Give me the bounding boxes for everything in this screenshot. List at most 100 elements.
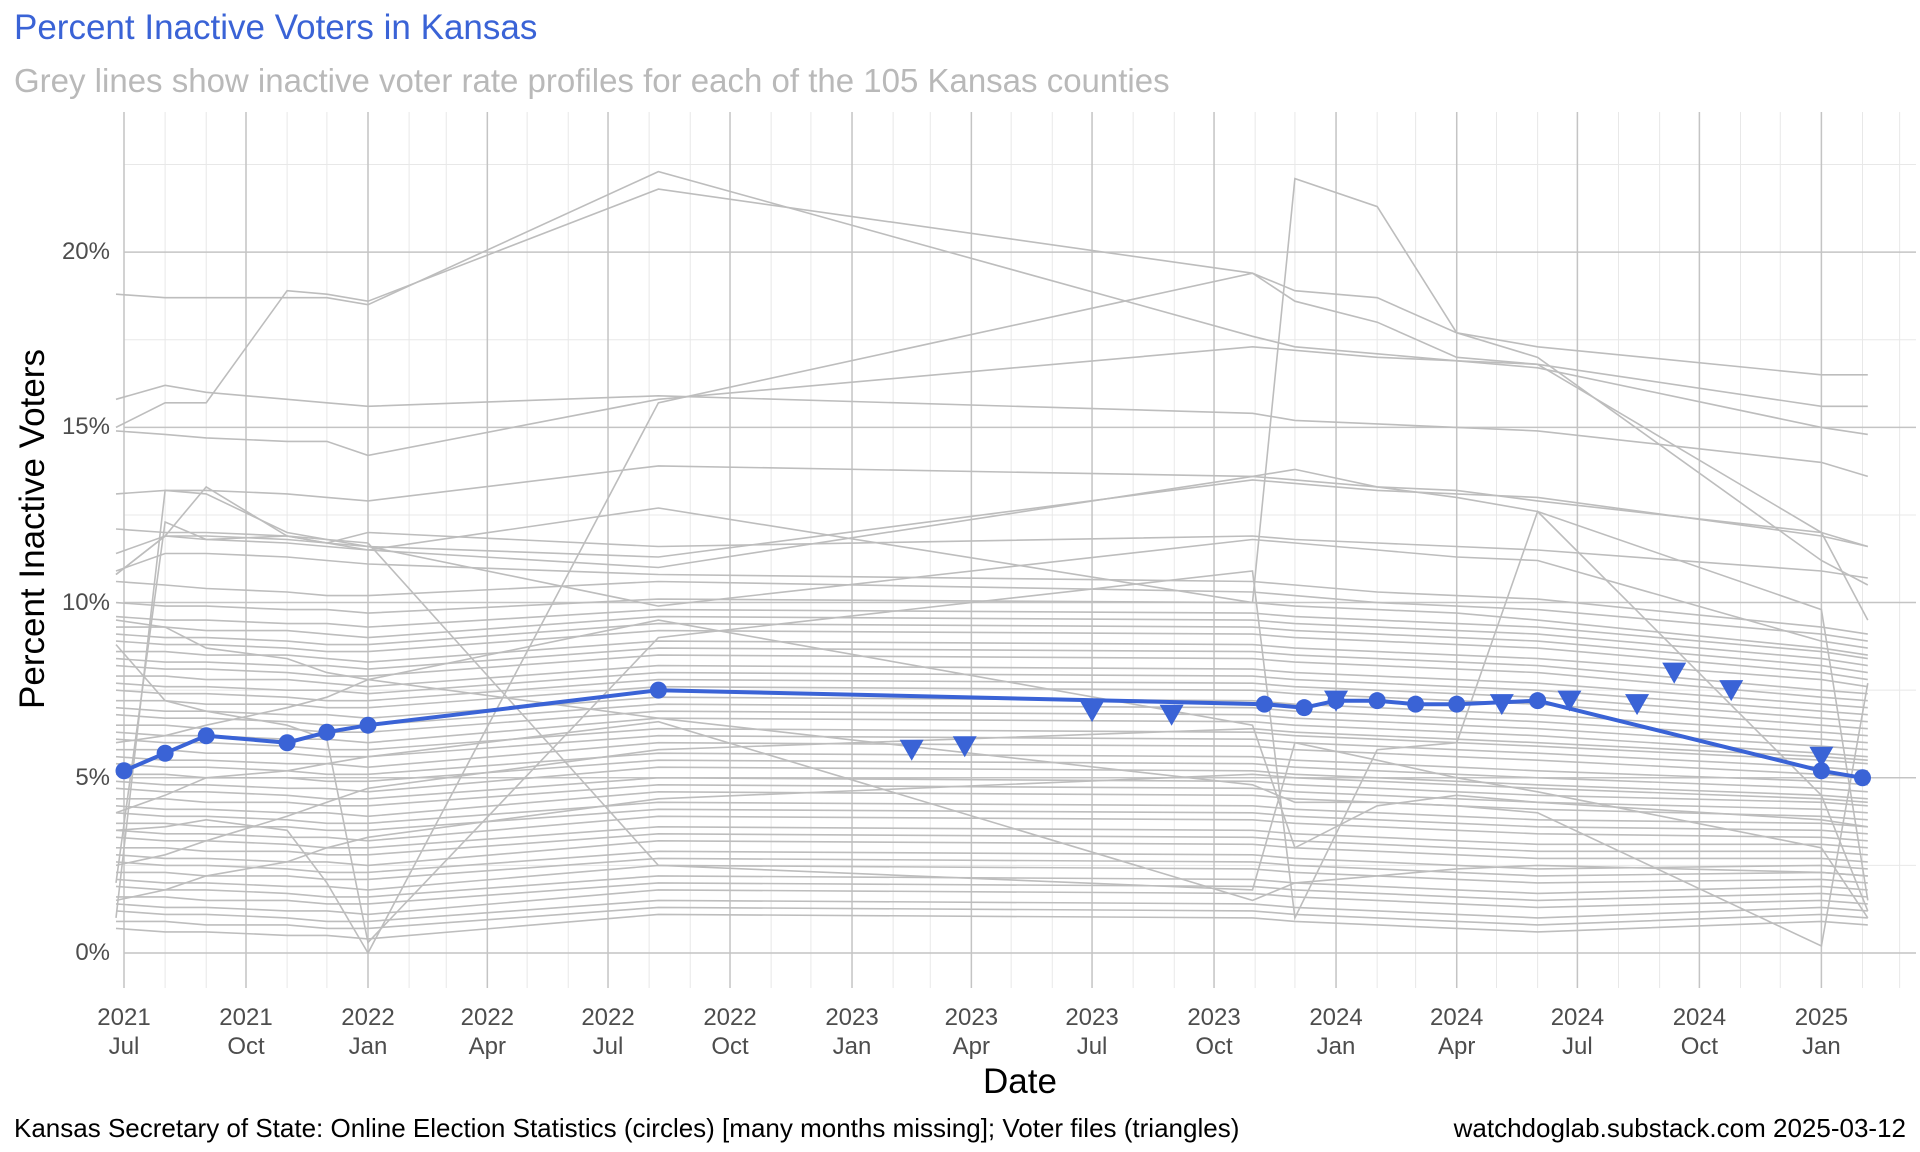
county-line <box>115 850 1868 874</box>
county-line <box>115 752 1868 786</box>
statistics-circle <box>197 727 215 745</box>
county-line <box>115 552 1868 635</box>
x-axis-label: Date <box>983 1062 1057 1101</box>
statistics-circle <box>1295 699 1313 717</box>
county-line <box>115 790 1868 821</box>
x-tick-label: 2022 Jan <box>308 1003 428 1061</box>
county-line <box>115 647 1868 695</box>
voter-file-triangle <box>1809 746 1834 768</box>
county-line <box>115 619 1868 849</box>
x-tick-year: 2024 <box>1550 1004 1605 1031</box>
x-tick-label: 2022 Apr <box>427 1003 547 1061</box>
statistics-circle <box>359 716 377 734</box>
voter-file-triangle <box>1557 690 1582 712</box>
chart-title: Percent Inactive Voters in Kansas <box>14 8 538 47</box>
x-tick-month: Oct <box>711 1033 749 1060</box>
county-line <box>116 685 1868 730</box>
county-line <box>115 479 1868 558</box>
county-line <box>115 188 1868 429</box>
county-line <box>115 773 1868 902</box>
x-tick-month: Oct <box>227 1033 265 1060</box>
x-tick-label: 2021 Jul <box>64 1003 184 1061</box>
county-line <box>115 913 1868 940</box>
county-line <box>115 608 1868 660</box>
x-tick-year: 2022 <box>460 1004 515 1031</box>
x-tick-label: 2023 Apr <box>911 1003 1031 1061</box>
county-line <box>115 622 1868 674</box>
x-tick-year: 2023 <box>944 1004 999 1031</box>
statistics-circle <box>318 723 336 741</box>
chart-subtitle: Grey lines show inactive voter rate prof… <box>14 62 1170 99</box>
county-profile-lines <box>115 170 1869 955</box>
county-line <box>116 882 1868 905</box>
x-tick-month: Apr <box>1438 1033 1476 1060</box>
x-tick-year: 2023 <box>1065 1004 1119 1031</box>
attribution-caption: watchdoglab.substack.com 2025-03-12 <box>1453 1113 1906 1143</box>
county-line <box>115 629 1868 681</box>
county-line <box>116 906 1868 930</box>
voter-file-triangle <box>1159 704 1184 726</box>
county-line <box>115 671 1868 716</box>
county-line <box>116 640 1868 688</box>
x-tick-label: 2025 Jan <box>1761 1003 1881 1061</box>
x-tick-label: 2022 Jul <box>548 1003 668 1061</box>
x-tick-year: 2023 <box>825 1004 879 1031</box>
voter-file-triangle <box>1080 701 1105 723</box>
statistics-circle <box>1854 769 1871 787</box>
county-line <box>115 485 1868 649</box>
statistics-circle <box>1812 762 1830 780</box>
county-line <box>115 170 1868 436</box>
x-tick-label: 2021 Oct <box>186 1003 306 1061</box>
state-line <box>123 688 1863 780</box>
x-tick-label: 2024 Jul <box>1517 1003 1637 1061</box>
x-tick-year: 2024 <box>1672 1004 1727 1031</box>
x-tick-year: 2023 <box>1187 1004 1241 1031</box>
x-tick-month: Apr <box>952 1033 991 1060</box>
county-line <box>115 468 1869 901</box>
statistics-circle <box>1255 695 1273 713</box>
y-axis-label: Percent Inactive Voters <box>13 349 52 709</box>
county-line <box>115 465 1869 548</box>
x-tick-year: 2022 <box>341 1004 395 1031</box>
x-tick-month: Jan <box>348 1033 388 1060</box>
county-line <box>115 801 1868 828</box>
source-caption: Kansas Secretary of State: Online Electi… <box>14 1113 1240 1143</box>
state-statistics-circles <box>115 681 1871 787</box>
x-tick-label: 2023 Jan <box>792 1003 912 1061</box>
x-tick-label: 2024 Jan <box>1276 1003 1396 1061</box>
statistics-circle <box>1368 692 1386 710</box>
voter-file-triangle <box>1662 662 1687 684</box>
x-tick-month: Oct <box>1680 1033 1719 1060</box>
county-line <box>115 741 1868 779</box>
y-tick-label: 15% <box>61 413 110 441</box>
y-tick-label: 0% <box>75 938 110 966</box>
voter-file-triangle <box>952 736 977 758</box>
x-tick-month: Jan <box>832 1033 872 1060</box>
county-line <box>115 598 1868 656</box>
statistics-circle <box>278 734 296 752</box>
county-line <box>115 272 1869 955</box>
county-line <box>116 710 1868 751</box>
county-line <box>115 839 1868 867</box>
county-line <box>116 615 1868 667</box>
y-tick-label: 20% <box>61 238 110 266</box>
county-line <box>115 899 1868 923</box>
x-tick-label: 2023 Oct <box>1154 1003 1274 1061</box>
voter-file-triangle <box>1625 694 1650 716</box>
county-line <box>115 678 1868 723</box>
x-tick-month: Oct <box>1195 1033 1233 1060</box>
x-tick-year: 2025 <box>1794 1004 1849 1031</box>
statistics-circle <box>156 744 174 762</box>
x-tick-month: Jul <box>108 1033 140 1060</box>
county-line <box>115 889 1868 916</box>
voter-file-triangle <box>899 739 924 761</box>
x-tick-month: Apr <box>468 1033 507 1060</box>
county-line <box>115 619 1869 948</box>
county-line <box>115 703 1868 744</box>
x-tick-month: Jul <box>1076 1033 1108 1060</box>
x-tick-month: Jul <box>1562 1033 1593 1060</box>
voter-file-triangle <box>1489 694 1514 716</box>
statistics-circle <box>1407 695 1425 713</box>
x-tick-label: 2024 Apr <box>1397 1003 1517 1061</box>
